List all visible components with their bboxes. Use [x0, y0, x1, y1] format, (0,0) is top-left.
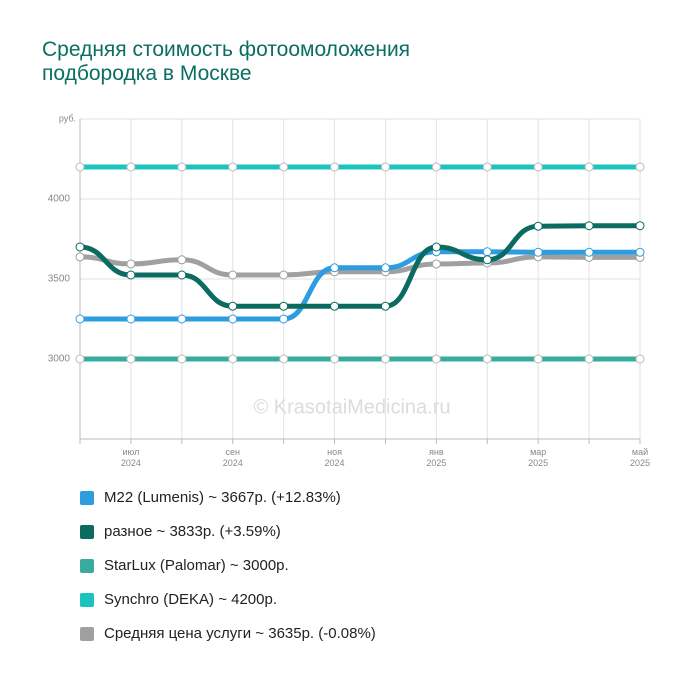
- legend-label: M22 (Lumenis) ~ 3667р. (+12.83%): [104, 489, 341, 506]
- data-point: [584, 247, 594, 257]
- data-point: [75, 314, 85, 324]
- data-point: [177, 162, 187, 172]
- data-point: [635, 162, 645, 172]
- chart-title: Средняя стоимость фотоомоложения подборо…: [42, 38, 411, 85]
- legend-swatch: [80, 627, 94, 641]
- data-point: [482, 247, 492, 257]
- x-tick-label: ноя 2024: [324, 447, 345, 468]
- data-point: [584, 354, 594, 364]
- data-point: [330, 301, 340, 311]
- data-point: [177, 354, 187, 364]
- data-point: [279, 270, 289, 280]
- data-point: [279, 314, 289, 324]
- legend-label: разное ~ 3833р. (+3.59%): [104, 523, 281, 540]
- data-point: [126, 162, 136, 172]
- x-tick-label: сен 2024: [222, 447, 243, 468]
- data-point: [380, 354, 390, 364]
- data-point: [75, 252, 85, 262]
- data-point: [228, 314, 238, 324]
- data-point: [431, 354, 441, 364]
- data-point: [75, 162, 85, 172]
- data-point: [635, 354, 645, 364]
- data-point: [126, 270, 136, 280]
- y-tick-label: 3500: [48, 274, 71, 285]
- data-point: [177, 270, 187, 280]
- data-point: [584, 221, 594, 231]
- legend-swatch: [80, 525, 94, 539]
- data-point: [533, 247, 543, 257]
- data-point: [533, 221, 543, 231]
- x-tick-label: янв 2025: [426, 447, 447, 468]
- data-point: [380, 301, 390, 311]
- data-point: [431, 259, 441, 269]
- data-point: [533, 354, 543, 364]
- data-point: [330, 263, 340, 273]
- data-point: [380, 263, 390, 273]
- watermark: © KrasotaiMedicina.ru: [253, 396, 450, 418]
- data-point: [635, 247, 645, 257]
- data-point: [228, 354, 238, 364]
- y-tick-label: 3000: [48, 354, 71, 365]
- data-point: [228, 162, 238, 172]
- data-point: [75, 354, 85, 364]
- legend-label: Средняя цена услуги ~ 3635р. (-0.08%): [104, 625, 376, 642]
- data-point: [431, 162, 441, 172]
- y-tick-label: 4000: [48, 194, 71, 205]
- legend-label: Synchro (DEKA) ~ 4200р.: [104, 591, 277, 608]
- data-point: [330, 162, 340, 172]
- x-tick-label: мар 2025: [528, 447, 549, 468]
- legend-swatch: [80, 593, 94, 607]
- data-point: [380, 162, 390, 172]
- data-point: [126, 259, 136, 269]
- data-point: [533, 162, 543, 172]
- data-point: [126, 354, 136, 364]
- data-point: [482, 354, 492, 364]
- data-point: [177, 314, 187, 324]
- data-point: [279, 354, 289, 364]
- legend-swatch: [80, 559, 94, 573]
- data-point: [228, 301, 238, 311]
- data-point: [584, 162, 594, 172]
- legend-swatch: [80, 491, 94, 505]
- x-tick-label: май 2025: [629, 447, 651, 468]
- data-point: [75, 242, 85, 252]
- data-point: [177, 255, 187, 265]
- data-point: [482, 162, 492, 172]
- data-point: [279, 162, 289, 172]
- data-point: [330, 354, 340, 364]
- data-point: [482, 255, 492, 265]
- data-point: [635, 221, 645, 231]
- y-unit: руб.: [59, 113, 76, 123]
- data-point: [279, 301, 289, 311]
- data-point: [228, 270, 238, 280]
- legend-label: StarLux (Palomar) ~ 3000р.: [104, 557, 289, 574]
- x-tick-label: июл 2024: [120, 447, 141, 468]
- data-point: [431, 242, 441, 252]
- data-point: [126, 314, 136, 324]
